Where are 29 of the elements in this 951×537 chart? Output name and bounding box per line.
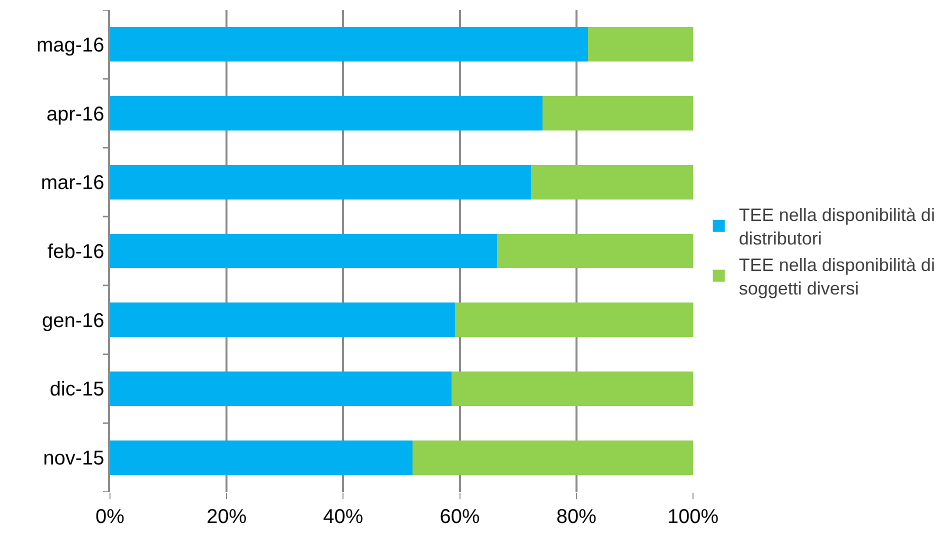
bar bbox=[110, 234, 498, 268]
bar bbox=[497, 234, 693, 268]
y-tick-label: gen-16 bbox=[42, 310, 104, 332]
x-tick-label: 0% bbox=[96, 506, 125, 528]
y-tick-label: dic-15 bbox=[50, 378, 104, 401]
y-tick-label: mar-16 bbox=[40, 172, 104, 194]
bar bbox=[110, 27, 588, 62]
bar bbox=[455, 302, 693, 338]
x-tick-label: 20% bbox=[206, 506, 247, 528]
bar bbox=[110, 302, 456, 338]
x-tick-label: 40% bbox=[323, 506, 364, 528]
x-tick-label: 100% bbox=[667, 506, 719, 528]
bar bbox=[588, 27, 693, 62]
x-tick-label: 60% bbox=[440, 506, 480, 528]
bar bbox=[110, 164, 531, 200]
bar bbox=[412, 440, 693, 475]
bar bbox=[452, 372, 693, 406]
y-tick-label: feb-16 bbox=[48, 241, 104, 263]
bar bbox=[542, 96, 693, 130]
bar bbox=[110, 440, 413, 475]
bar bbox=[110, 372, 452, 406]
legend-label: TEE nella disponibilità di soggetti diversi bbox=[738, 255, 935, 298]
bar bbox=[530, 164, 693, 200]
x-tick-label: 80% bbox=[556, 506, 597, 528]
bar bbox=[110, 96, 543, 130]
y-tick-label: mag-16 bbox=[36, 34, 104, 56]
legend-label: TEE nella disponibilità di distributori bbox=[738, 205, 935, 249]
y-tick-label: apr-16 bbox=[46, 103, 104, 126]
y-tick-label: nov-15 bbox=[43, 448, 104, 470]
